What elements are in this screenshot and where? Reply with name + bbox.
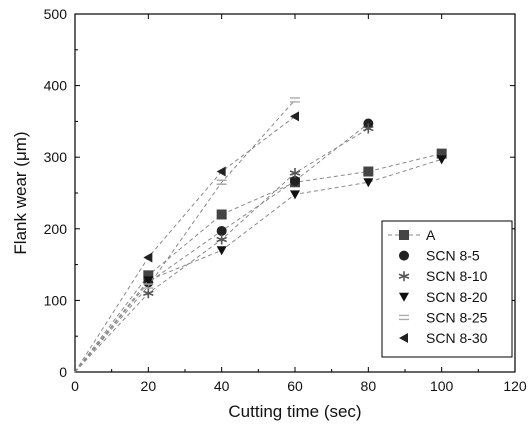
legend-label: SCN 8-10 [426,268,488,284]
data-point [290,190,300,200]
legend-marker [399,314,409,321]
series-group [74,97,447,373]
data-point [216,225,227,236]
legend-marker [399,230,409,240]
series-group [74,118,374,373]
series-line [74,99,296,373]
y-tick-label: 500 [44,6,68,22]
ticks-group: 0 20 40 60 80 100 120 0 100 200 300 400 500 [44,6,527,394]
data-point [216,166,226,177]
legend-box [381,220,513,358]
y-tick-label: 100 [44,292,68,308]
legend-marker [399,333,408,343]
data-point [290,97,300,103]
data-point [216,179,227,185]
legend-label: A [426,227,436,243]
y-axis-title: Flank wear (μm) [11,131,30,254]
data-point [363,118,374,129]
data-point [289,167,301,178]
data-point [290,111,299,122]
y-tick-label: 300 [44,149,68,165]
series-group [74,155,447,373]
x-axis-title: Cutting time (sec) [228,402,361,421]
series-line [74,153,442,373]
data-point [216,246,227,256]
series-group [74,111,299,373]
data-point [436,148,447,159]
x-tick-label: 20 [141,378,157,394]
legend-label: SCN 8-30 [426,330,488,346]
x-tick-label: 0 [71,378,79,394]
series-line [74,116,296,373]
series-group [74,123,374,373]
legend-label: SCN 8-5 [426,248,480,264]
data-point [363,178,374,188]
data-point [143,276,154,286]
legend: A SCN 8-5 SCN 8-10 SCN 8-20 SCN 8-25 SCN 8-30 [381,220,513,358]
y-tick-label: 400 [44,78,68,94]
y-tick-label: 0 [59,364,67,380]
x-tick-label: 60 [287,378,303,394]
legend-marker [398,271,410,282]
x-tick-label: 100 [430,378,454,394]
legend-marker [399,250,409,261]
legend-label: SCN 8-25 [426,309,488,325]
data-point [363,166,374,177]
legend-marker [399,292,409,302]
data-point [143,252,153,263]
data-point [216,234,227,245]
data-point [290,175,300,186]
data-point [143,283,154,289]
x-tick-label: 80 [361,378,377,394]
data-point [436,155,447,165]
x-tick-label: 40 [214,378,230,394]
y-tick-label: 200 [44,221,68,237]
data-point [143,270,154,281]
data-point [216,209,227,220]
x-tick-label: 120 [503,378,527,394]
series-group [74,97,300,373]
legend-label: SCN 8-20 [426,289,488,305]
data-point [143,288,154,299]
data-point [363,123,374,134]
